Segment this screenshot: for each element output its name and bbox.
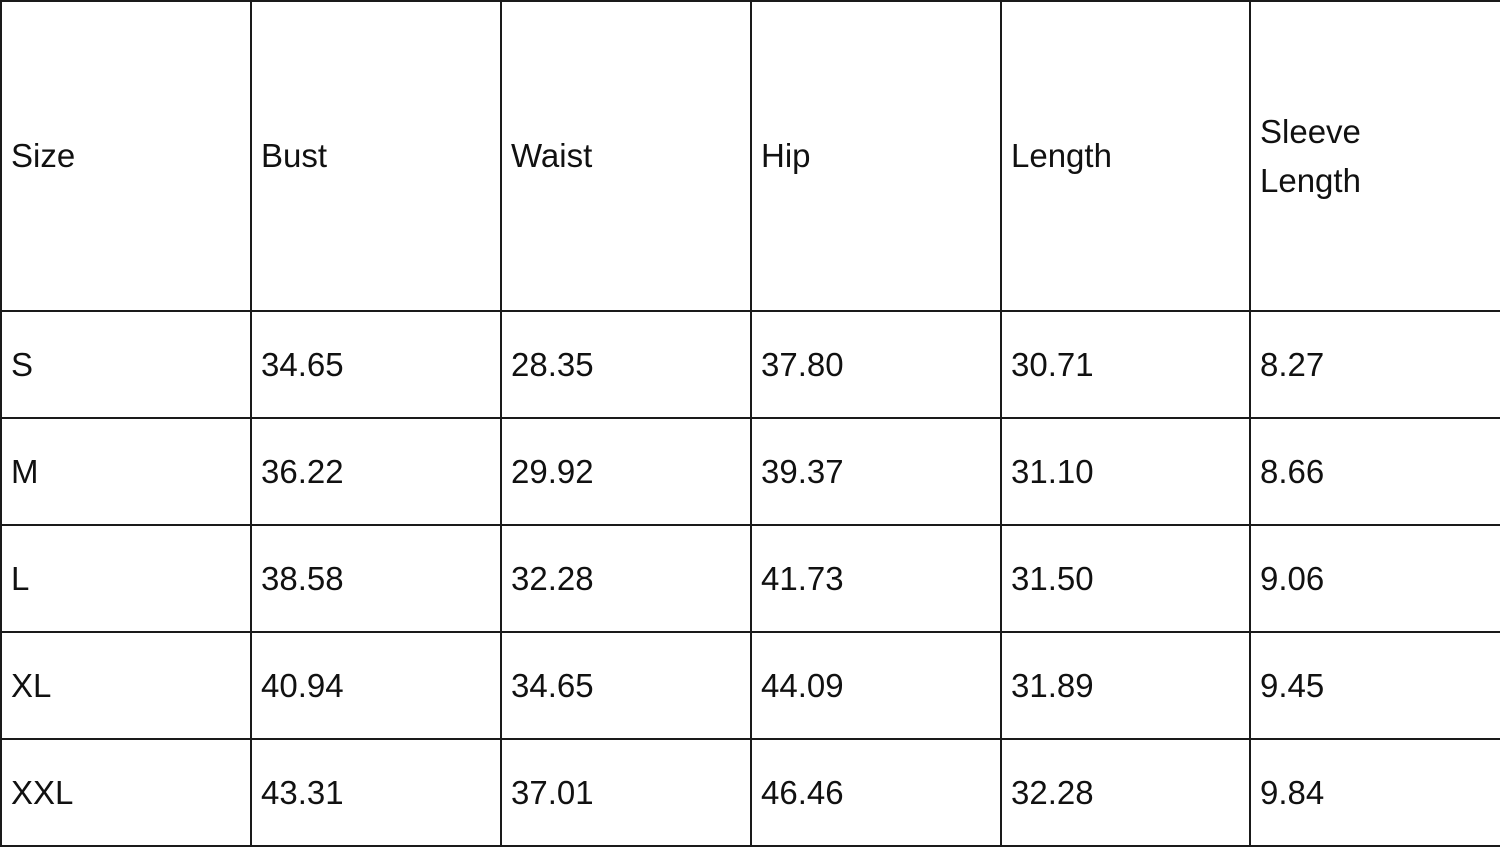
cell-sleeve-length: 9.06	[1249, 524, 1500, 633]
cell-length: 31.50	[1000, 524, 1251, 633]
table-row: M 36.22 29.92 39.37 31.10 8.66	[0, 417, 1500, 526]
cell-size: M	[0, 417, 252, 526]
cell-hip: 44.09	[750, 631, 1002, 740]
cell-hip: 37.80	[750, 310, 1002, 419]
cell-waist: 28.35	[500, 310, 752, 419]
table-row: XL 40.94 34.65 44.09 31.89 9.45	[0, 631, 1500, 740]
cell-waist: 34.65	[500, 631, 752, 740]
table-row: S 34.65 28.35 37.80 30.71 8.27	[0, 310, 1500, 419]
header-sleeve-length: Sleeve Length	[1249, 0, 1500, 312]
cell-bust: 34.65	[250, 310, 502, 419]
cell-sleeve-length: 8.66	[1249, 417, 1500, 526]
cell-length: 31.89	[1000, 631, 1251, 740]
cell-length: 31.10	[1000, 417, 1251, 526]
cell-size: XL	[0, 631, 252, 740]
header-hip: Hip	[750, 0, 1002, 312]
cell-size: L	[0, 524, 252, 633]
cell-size: XXL	[0, 738, 252, 847]
header-length: Length	[1000, 0, 1251, 312]
table-body: S 34.65 28.35 37.80 30.71 8.27 M 36.22 29.92 39.3…	[0, 310, 1500, 847]
cell-bust: 43.31	[250, 738, 502, 847]
cell-sleeve-length: 9.84	[1249, 738, 1500, 847]
cell-waist: 32.28	[500, 524, 752, 633]
header-bust: Bust	[250, 0, 502, 312]
table-row: L 38.58 32.28 41.73 31.50 9.06	[0, 524, 1500, 633]
cell-bust: 38.58	[250, 524, 502, 633]
header-row: Size Bust Waist Hip Length Sleeve Length	[0, 0, 1500, 312]
cell-hip: 41.73	[750, 524, 1002, 633]
header-waist: Waist	[500, 0, 752, 312]
cell-size: S	[0, 310, 252, 419]
cell-hip: 39.37	[750, 417, 1002, 526]
table-row: XXL 43.31 37.01 46.46 32.28 9.84	[0, 738, 1500, 847]
header-size: Size	[0, 0, 252, 312]
cell-bust: 40.94	[250, 631, 502, 740]
cell-waist: 29.92	[500, 417, 752, 526]
cell-sleeve-length: 8.27	[1249, 310, 1500, 419]
cell-bust: 36.22	[250, 417, 502, 526]
cell-waist: 37.01	[500, 738, 752, 847]
cell-length: 32.28	[1000, 738, 1251, 847]
cell-sleeve-length: 9.45	[1249, 631, 1500, 740]
cell-length: 30.71	[1000, 310, 1251, 419]
cell-hip: 46.46	[750, 738, 1002, 847]
